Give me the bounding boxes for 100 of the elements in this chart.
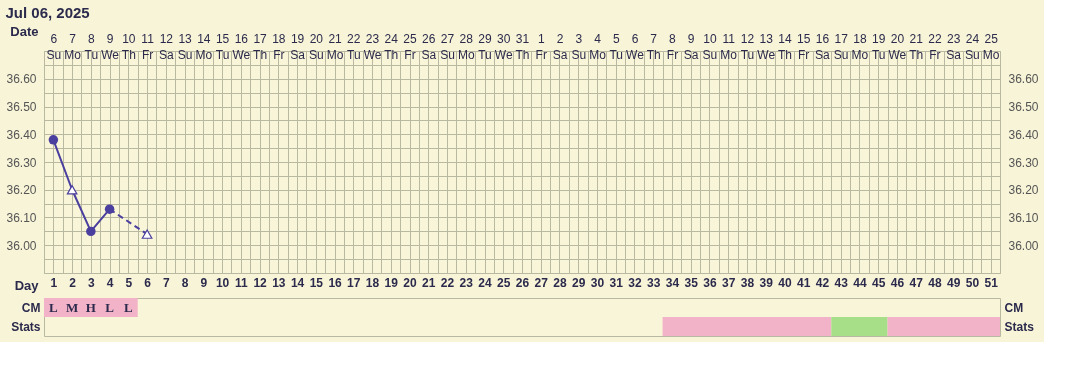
x2-tick-label: 30 We bbox=[494, 31, 513, 62]
x-tick-label: 30 bbox=[590, 275, 605, 290]
x2-tick-label: 28 Mo bbox=[457, 31, 475, 62]
x2-tick-label: 19 Tu bbox=[871, 31, 886, 62]
x-tick-label: 39 bbox=[759, 275, 774, 290]
x2-tick-label: 2 Sa bbox=[552, 31, 568, 62]
x-tick-label: 3 bbox=[88, 275, 96, 290]
x-tick-label: 17 bbox=[347, 275, 361, 290]
x-tick-label: 41 bbox=[797, 275, 811, 290]
x2-tick-label: 27 Su bbox=[440, 31, 455, 62]
x-tick-label: 11 bbox=[234, 275, 248, 290]
x2-tick-label: 22 Fr bbox=[928, 31, 942, 62]
x2-tick-label: 13 We bbox=[757, 31, 776, 62]
x-tick-label: 4 bbox=[106, 275, 114, 290]
x-tick-label: 34 bbox=[665, 275, 680, 290]
x2-tick-label: 1 Fr bbox=[535, 31, 547, 62]
x-tick-label: 14 bbox=[290, 275, 305, 290]
y-tick-label: 36.20 bbox=[6, 183, 37, 198]
annotation: L bbox=[105, 299, 115, 315]
x-tick-label: 2 bbox=[69, 275, 77, 290]
x-tick-label: 45 bbox=[871, 275, 886, 290]
x-tick-label: 1 bbox=[50, 275, 58, 290]
x2-tick-label: 22 Tu bbox=[347, 31, 361, 62]
x2-tick-label: 10 Su bbox=[702, 31, 718, 62]
x2-tick-label: 3 Su bbox=[571, 31, 587, 62]
x-tick-label: 42 bbox=[815, 275, 830, 290]
x-tick-label: 25 bbox=[497, 275, 511, 290]
x2-tick-label: 24 Su bbox=[965, 31, 980, 62]
x-tick-label: 35 bbox=[684, 275, 699, 290]
x2-tick-label: 13 Su bbox=[177, 31, 193, 62]
x2-tick-label: 10 Th bbox=[121, 31, 136, 62]
x-tick-label: 29 bbox=[572, 275, 586, 290]
x2-tick-label: 4 Mo bbox=[589, 31, 607, 62]
y-tick-label: 36.50 bbox=[6, 100, 37, 114]
x-tick-label: 20 bbox=[403, 275, 418, 290]
x2-tick-label: 14 Th bbox=[777, 31, 792, 62]
chart-title: Jul 06, 2025 bbox=[5, 3, 90, 21]
x2-tick-label: 9 We bbox=[101, 31, 120, 62]
x2-tick-label: 11 Fr bbox=[141, 31, 155, 62]
x-tick-label: 50 bbox=[965, 275, 980, 290]
y-tick-label: 36.10 bbox=[6, 211, 37, 225]
x-tick-label: 5 bbox=[125, 275, 133, 290]
x-tick-label: 6 bbox=[144, 275, 152, 290]
x2-tick-label: 16 We bbox=[232, 31, 251, 62]
x2-tick-label: 25 Mo bbox=[982, 31, 1000, 62]
x2-tick-label: 20 Su bbox=[308, 31, 324, 62]
x2-tick-label: 12 Sa bbox=[159, 31, 174, 62]
y-tick-label: 36.00 bbox=[6, 238, 37, 253]
annotation: M bbox=[65, 299, 79, 315]
x-tick-label: 27 bbox=[534, 275, 549, 290]
x-tick-label: 16 bbox=[328, 275, 343, 290]
x2-tick-label: 8 Fr bbox=[666, 31, 679, 62]
x2-tick-label: 18 Mo bbox=[851, 31, 869, 62]
x2-axis-title: Date bbox=[10, 23, 39, 39]
point bbox=[48, 135, 59, 145]
x-tick-label: 43 bbox=[834, 275, 849, 290]
x2-tick-label: 26 Sa bbox=[421, 31, 437, 62]
x2-tick-label: 17 Su bbox=[833, 31, 849, 62]
x-tick-label: 37 bbox=[722, 275, 736, 290]
y-tick-label: 36.60 bbox=[6, 72, 37, 87]
point bbox=[104, 204, 115, 214]
x-tick-label: 48 bbox=[928, 275, 942, 290]
x2-tick-label: 23 We bbox=[363, 31, 382, 62]
x2-tick-label: 25 Fr bbox=[403, 31, 418, 62]
x2-tick-label: 19 Sa bbox=[290, 31, 306, 62]
x-tick-label: 19 bbox=[384, 275, 399, 290]
x-tick-label: 18 bbox=[365, 275, 380, 290]
point bbox=[141, 229, 153, 239]
x2-tick-label: 7 Th bbox=[646, 31, 661, 62]
x-tick-label: 28 bbox=[553, 275, 567, 290]
x-tick-label: 36 bbox=[703, 275, 717, 290]
x-tick-label: 32 bbox=[628, 275, 642, 290]
x-tick-label: 26 bbox=[515, 275, 530, 290]
x-tick-label: 22 bbox=[440, 275, 455, 290]
x2-tick-label: 21 Mo bbox=[326, 31, 344, 62]
x2-tick-label: 6 Su bbox=[46, 31, 62, 62]
x2-tick-label: 11 Mo bbox=[720, 31, 738, 62]
annotation: H bbox=[85, 299, 96, 315]
x2-tick-label: 9 Sa bbox=[683, 31, 699, 62]
x2-tick-label: 31 Th bbox=[515, 31, 530, 62]
x-tick-label: 49 bbox=[946, 275, 961, 290]
x-tick-label: 8 bbox=[181, 275, 189, 290]
annotation: L bbox=[49, 299, 59, 315]
y-tick-label: 36.30 bbox=[6, 155, 37, 170]
x2-tick-label: 15 Fr bbox=[797, 31, 811, 62]
x-tick-label: 9 bbox=[200, 275, 208, 290]
point bbox=[66, 185, 78, 195]
x2-tick-label: 23 Sa bbox=[946, 31, 962, 62]
x2-tick-label: 29 Tu bbox=[478, 31, 492, 62]
x-tick-label: 24 bbox=[478, 275, 492, 290]
x2-tick-label: 20 We bbox=[888, 31, 907, 62]
x2-tick-label: 6 We bbox=[626, 31, 645, 62]
x-axis-title: Day bbox=[14, 277, 40, 293]
x-tick-label: 23 bbox=[459, 275, 474, 290]
x-tick-label: 38 bbox=[740, 275, 755, 290]
x2-tick-label: 18 Fr bbox=[272, 31, 286, 62]
x2-tick-label: 16 Sa bbox=[815, 31, 831, 62]
x2-tick-label: 15 Tu bbox=[215, 31, 230, 62]
x2-tick-label: 5 Tu bbox=[609, 31, 624, 62]
x-tick-label: 40 bbox=[778, 275, 792, 290]
